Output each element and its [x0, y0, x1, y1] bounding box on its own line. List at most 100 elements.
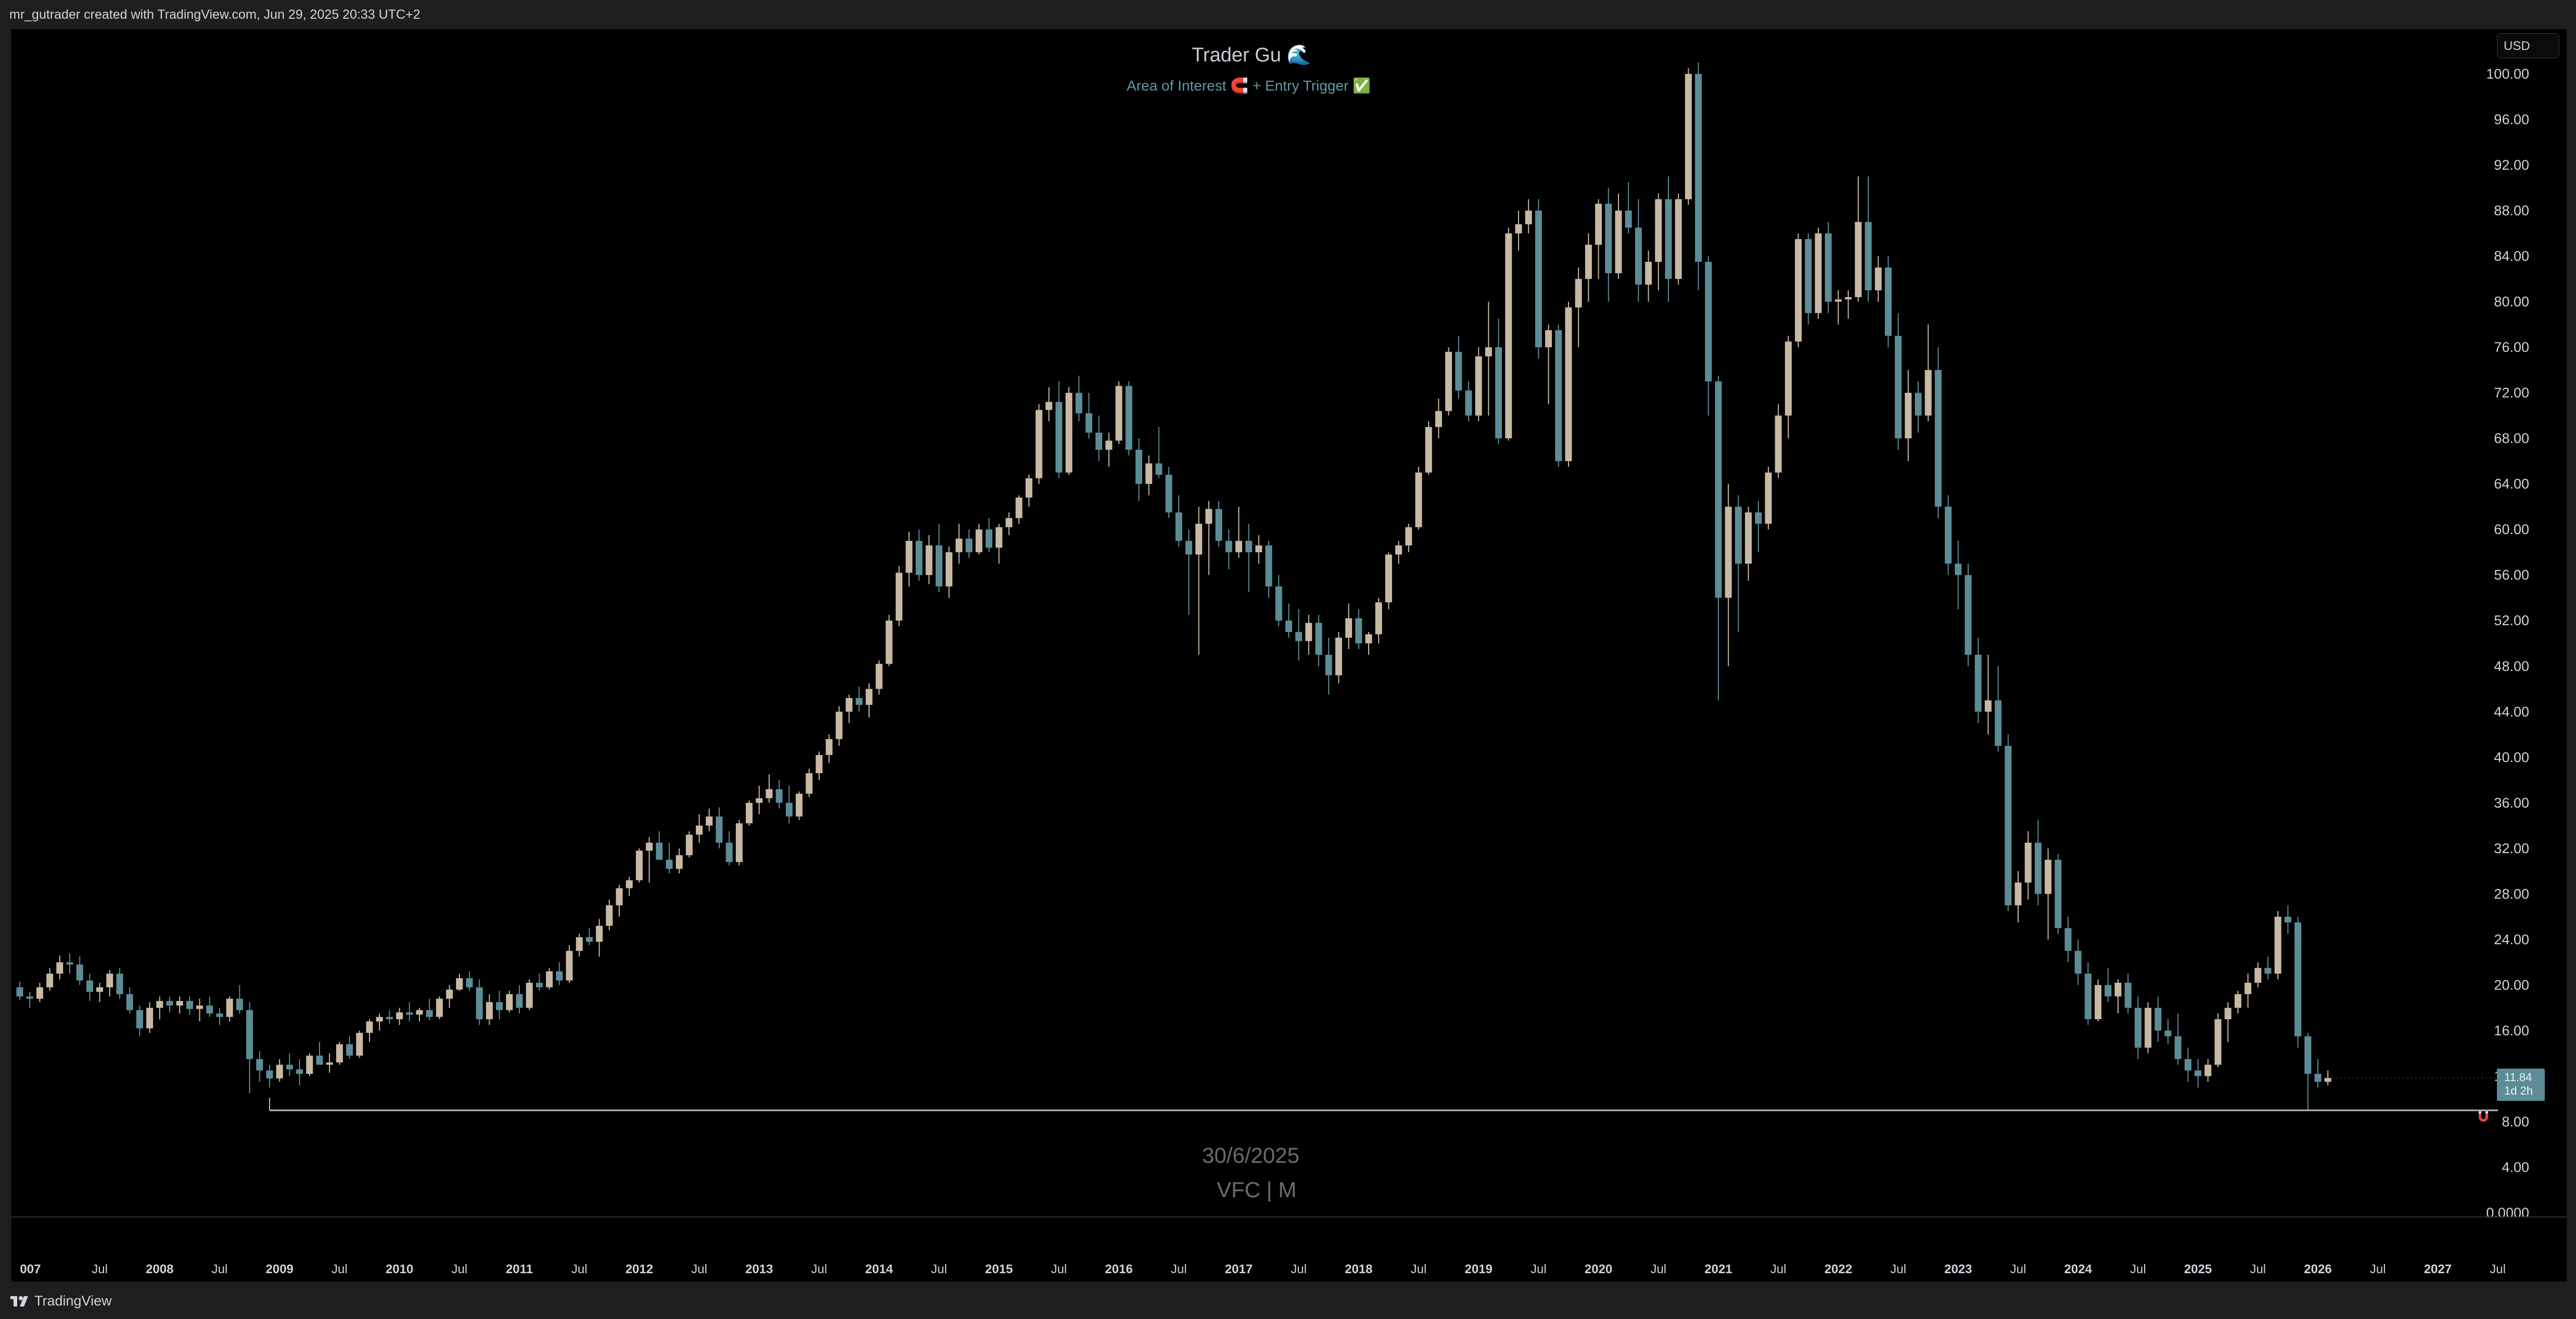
candle [566, 945, 573, 983]
candle [1315, 615, 1322, 666]
candle [216, 1008, 223, 1025]
candle [835, 706, 843, 746]
candle [856, 687, 863, 712]
candle [846, 694, 853, 724]
candle-body [46, 973, 54, 987]
candle [1815, 227, 1822, 319]
candle [2105, 968, 2112, 1003]
candle [2124, 973, 2132, 1014]
candle-body [1115, 386, 1123, 441]
candle [316, 1042, 323, 1065]
currency-button[interactable]: USD [2497, 33, 2559, 58]
y-tick-label: 56.00 [2494, 567, 2529, 583]
last-price-value: 11.84 [2504, 1071, 2532, 1084]
magnet-tip [2485, 1111, 2488, 1113]
candle-body [1305, 623, 1312, 641]
candle-body [226, 998, 233, 1017]
candle-body [1645, 262, 1652, 285]
x-tick-label: 2018 [1345, 1262, 1372, 1276]
candle [1325, 638, 1332, 695]
candle [56, 955, 63, 980]
candle-body [2195, 1070, 2202, 1076]
magnet-icon [2479, 1111, 2488, 1122]
candle [2324, 1070, 2331, 1085]
candle-body [796, 793, 803, 817]
candle [616, 884, 623, 917]
overlays [269, 1077, 2498, 1122]
candle [1805, 233, 1812, 325]
candle-body [846, 698, 853, 712]
candle [1375, 598, 1382, 643]
candle [896, 566, 903, 627]
candle-body [885, 620, 892, 664]
x-tick-label: 2021 [1704, 1262, 1732, 1276]
candle [196, 998, 203, 1022]
candle-body [256, 1059, 263, 1071]
candle-body [1485, 347, 1492, 357]
candle [1005, 512, 1013, 536]
candle-body [376, 1017, 383, 1022]
candle [1215, 501, 1222, 547]
candle-body [1834, 299, 1842, 302]
x-tick-label: Jul [2370, 1262, 2386, 1276]
candle [1105, 433, 1113, 467]
candle-body [1955, 563, 1962, 575]
candlestick-chart[interactable]: 100.00 96.00 92.00 88.00 84.00 80.00 76.00 72.0… [11, 29, 2567, 1282]
candle [875, 660, 883, 695]
candle-body [1355, 618, 1362, 643]
candle-body [975, 529, 983, 552]
candle-body [56, 962, 63, 974]
y-tick-label: 48.00 [2494, 658, 2529, 674]
x-tick-label: Jul [1770, 1262, 1787, 1276]
candle [1995, 666, 2002, 752]
candle [1465, 381, 1472, 422]
candle-body [186, 1001, 193, 1009]
y-tick-label: 4.00 [2502, 1159, 2529, 1175]
candle-body [156, 1001, 163, 1008]
candle-body [2034, 842, 2042, 894]
candle [2034, 820, 2042, 906]
candle-body [1775, 415, 1782, 473]
candle-body [1515, 224, 1522, 234]
candle-body [126, 994, 133, 1010]
candle [675, 848, 683, 873]
candle-body [1025, 478, 1032, 498]
candle [2014, 871, 2022, 923]
x-tick-label: Jul [811, 1262, 827, 1276]
candle [456, 973, 463, 991]
candle [685, 831, 693, 858]
candle [985, 518, 992, 552]
candle [1984, 654, 1992, 735]
candle [766, 774, 773, 803]
candle-body [1165, 475, 1172, 513]
candle-body [1805, 239, 1812, 313]
candle [476, 979, 483, 1025]
candle-body [106, 973, 113, 987]
candle [486, 994, 493, 1025]
chart-area[interactable]: 100.00 96.00 92.00 88.00 84.00 80.00 76.00 72.0… [11, 29, 2567, 1282]
x-tick-label: Jul [1171, 1262, 1187, 1276]
candle-body [1245, 541, 1253, 552]
candle-body [2024, 842, 2032, 883]
candle-body [1405, 527, 1412, 546]
tradingview-brand[interactable]: TradingView [34, 1293, 112, 1309]
x-tick-label: Jul [571, 1262, 588, 1276]
candle-body [1375, 602, 1382, 635]
candle-body [2304, 1036, 2312, 1074]
tradingview-logo-icon[interactable] [10, 1295, 30, 1308]
candle [1145, 455, 1153, 496]
x-tick-label: 2022 [1825, 1262, 1852, 1276]
candle-body [546, 971, 553, 987]
x-tick-label: 2011 [506, 1262, 533, 1276]
candle-body [276, 1064, 283, 1079]
x-tick-label: Jul [1411, 1262, 1427, 1276]
candle-body [1585, 245, 1592, 279]
candle-body [1075, 392, 1082, 414]
y-tick-label: 100.00 [2486, 66, 2529, 82]
candle-body [116, 973, 123, 994]
magnet-shape [2479, 1111, 2488, 1122]
candle-body [716, 816, 723, 843]
candle [1455, 336, 1462, 399]
x-tick-label: 2009 [266, 1262, 294, 1276]
candle [1335, 632, 1342, 683]
